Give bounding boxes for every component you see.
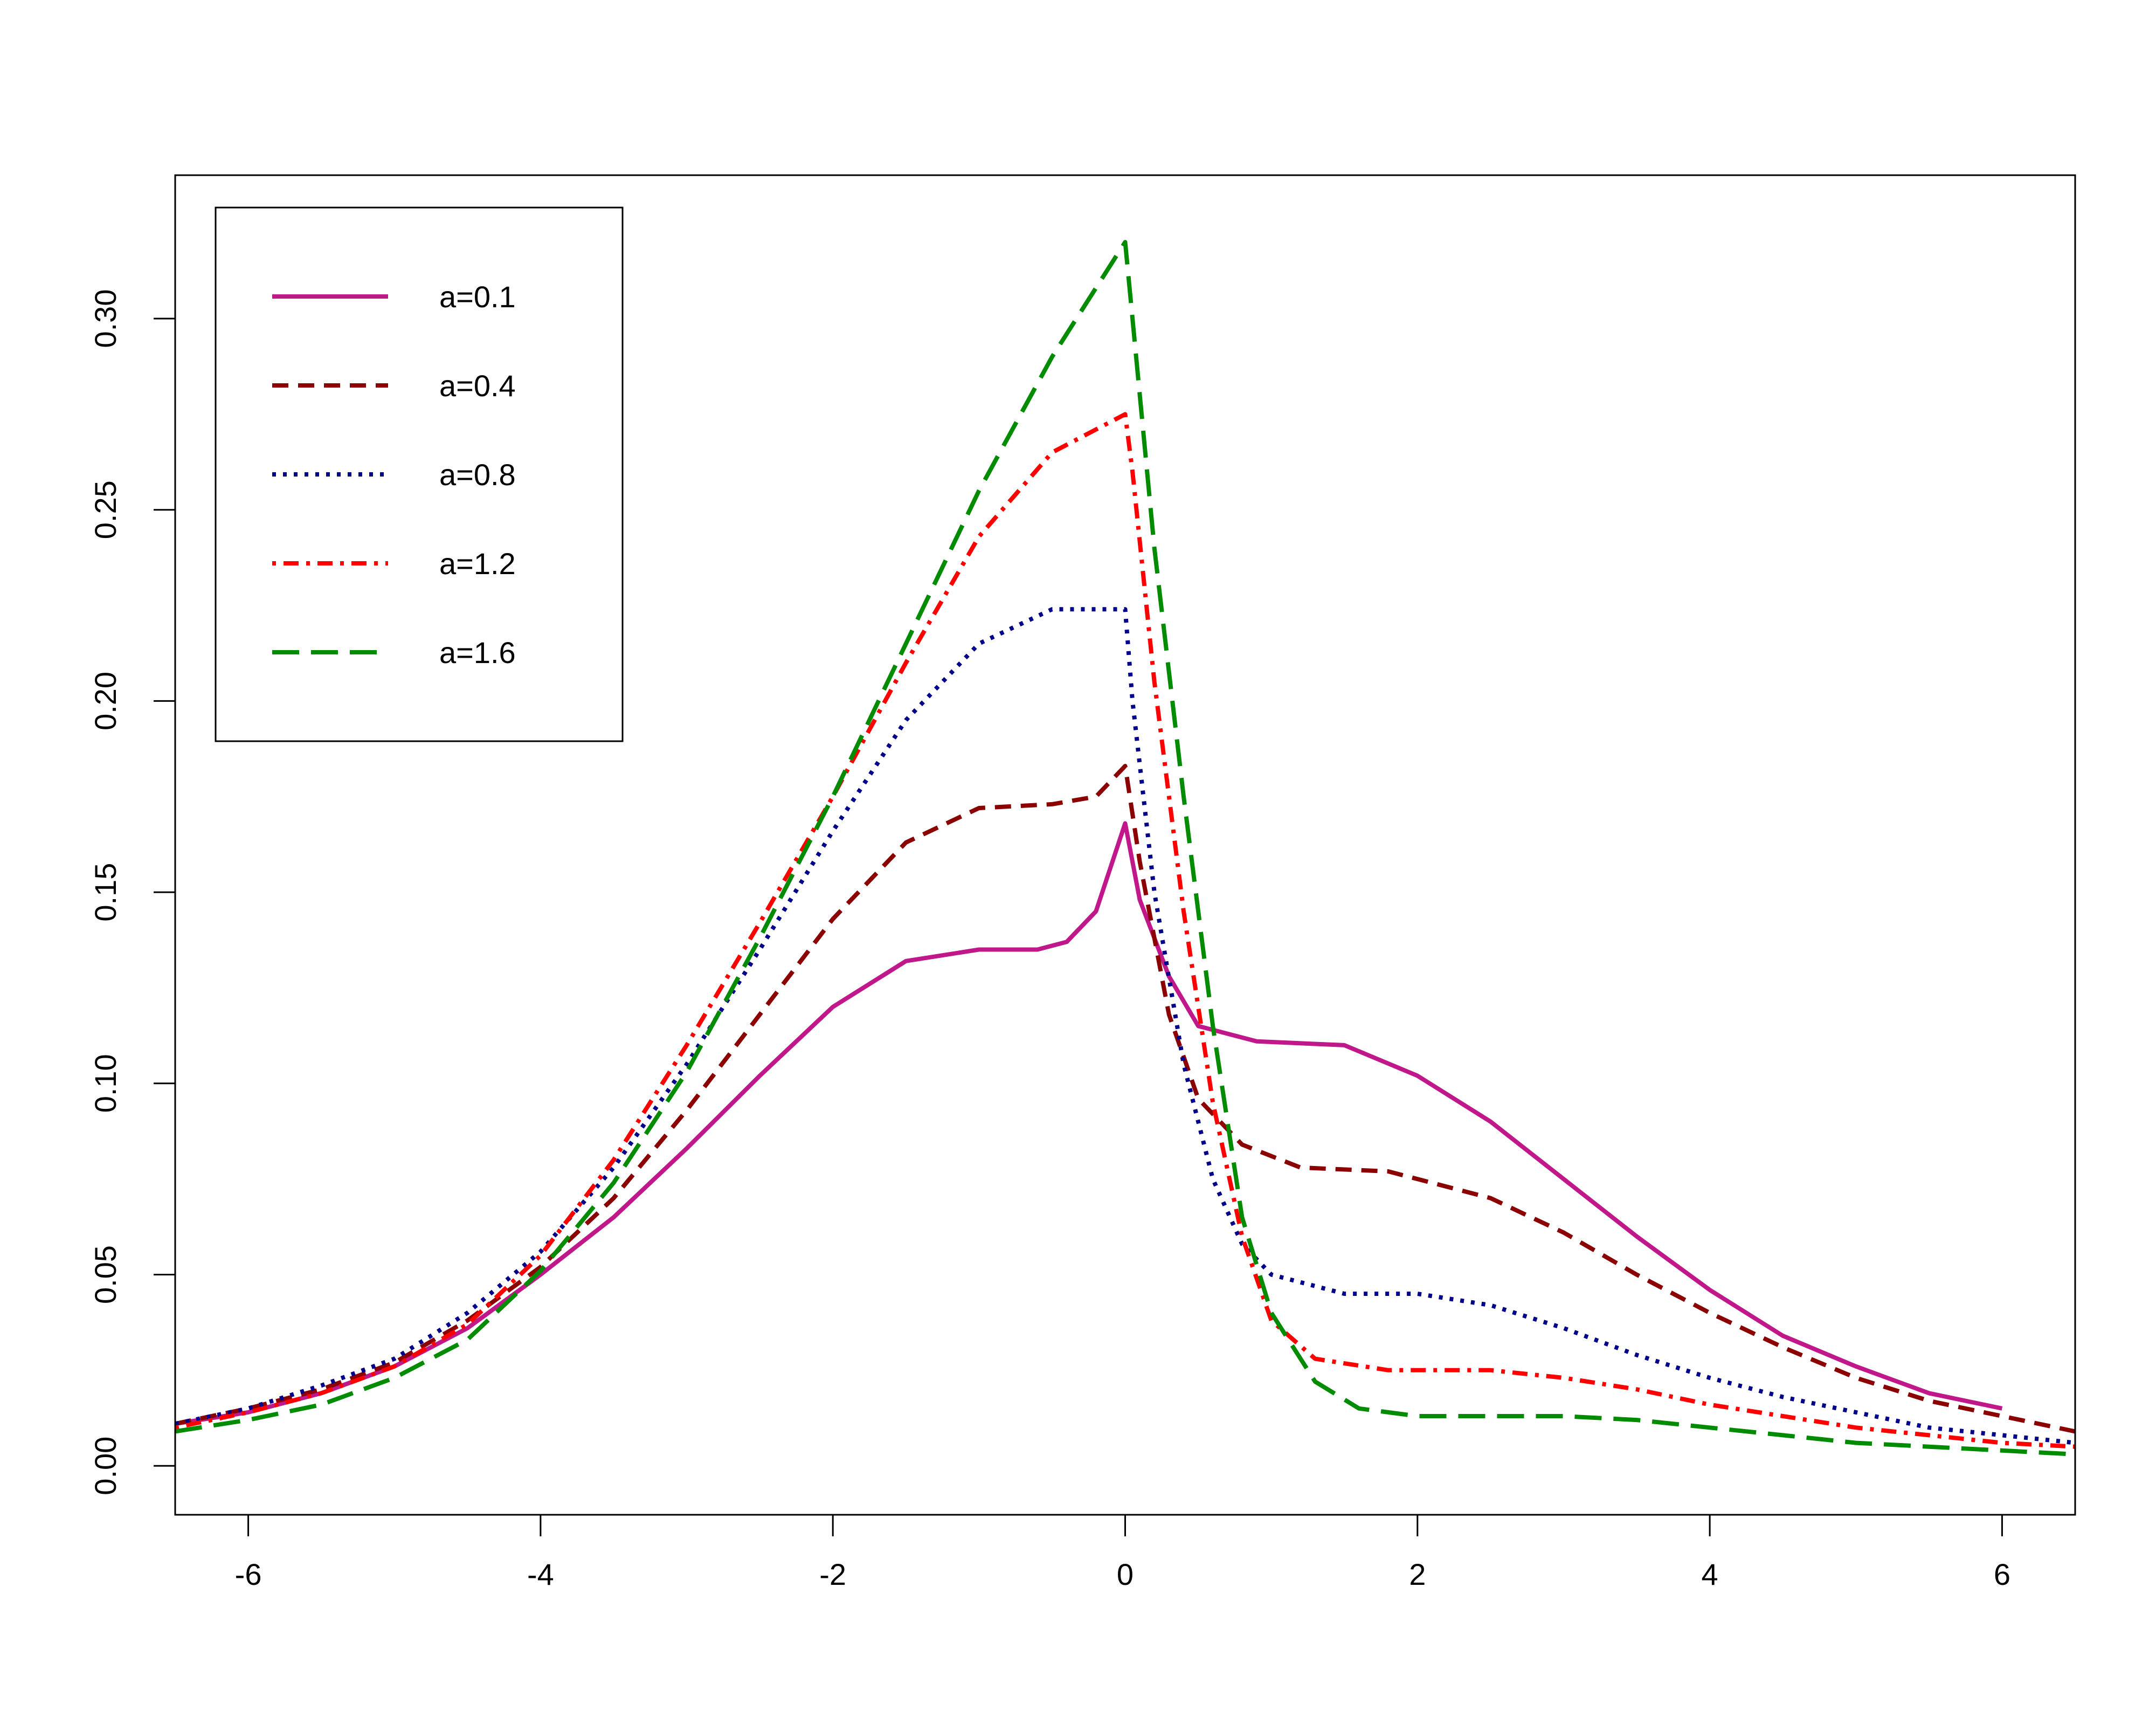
- y-tick-label: 0.25: [88, 480, 122, 539]
- x-axis: -6 -4 -2 0 2 4 6: [235, 1514, 2010, 1591]
- series-line-2: [175, 607, 2075, 1445]
- y-axis: 0.00 0.05 0.10 0.15 0.20 0.25 0.30: [88, 289, 176, 1495]
- legend-label-2: a=0.8: [439, 458, 516, 492]
- x-tick-label: 2: [1409, 1557, 1426, 1591]
- y-tick-label: 0.30: [88, 289, 122, 348]
- legend-box: [215, 206, 624, 742]
- x-tick-label: 0: [1117, 1557, 1134, 1591]
- y-tick-label: 0.05: [88, 1245, 122, 1304]
- series-line-3: [175, 412, 2075, 1449]
- x-tick-label: 6: [1994, 1557, 2010, 1591]
- y-tick-label: 0.15: [88, 863, 122, 922]
- y-tick-label: 0.00: [88, 1437, 122, 1495]
- legend: a=0.1 a=0.4 a=0.8 a=1.2 a=1.6: [215, 206, 624, 742]
- x-tick-label: 4: [1702, 1557, 1718, 1591]
- y-tick-label: 0.10: [88, 1054, 122, 1113]
- x-tick-label: -2: [819, 1557, 846, 1591]
- legend-label-4: a=1.6: [439, 636, 516, 670]
- x-tick-label: -6: [235, 1557, 262, 1591]
- series-layer: [175, 240, 2075, 1457]
- legend-label-1: a=0.4: [439, 369, 516, 403]
- legend-label-3: a=1.2: [439, 547, 516, 581]
- y-tick-label: 0.20: [88, 672, 122, 730]
- legend-label-0: a=0.1: [439, 280, 516, 314]
- series-line-1: [175, 764, 2075, 1434]
- x-tick-label: -4: [527, 1557, 554, 1591]
- series-line-4: [175, 240, 2075, 1457]
